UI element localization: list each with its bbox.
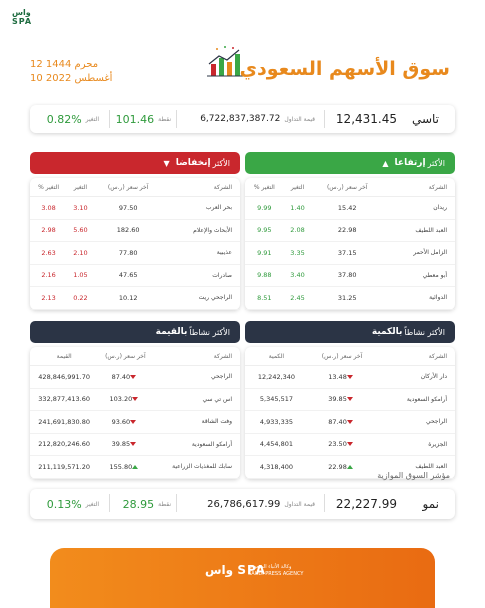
most-active-value-panel: الأكثر نشاطاً بالقيمة الشركة آخر سعر (ر.س… [30,321,240,479]
col-change: التغير [67,178,94,197]
col-quantity: الكمية [245,347,308,366]
tasi-change: 0.82% التغير [46,112,99,126]
tasi-value: 12,431.45 [335,112,397,126]
nomu-turnover: 26,786,617.99 قيمة التداول [207,498,315,510]
tasi-turnover-label: قيمة التداول [284,115,315,123]
hijri-date: 12 محرم 1444 [30,59,99,70]
down-triangle-icon [346,442,353,447]
nomu-index-card: نمو 22,227.99 26,786,617.99 قيمة التداول… [30,489,455,519]
tasi-points-label: نقطة [158,115,171,123]
most-active-quantity-panel: الأكثر نشاطاً بالكمية الشركة آخر سعر (ر.س… [245,321,455,479]
table-row: الدوائية 31.25 2.45 8.51 [245,286,455,310]
table-row: الأبحاث والإعلام 182.60 5.60 2.98 [30,219,240,242]
most-active-quantity-header: الأكثر نشاطاً بالكمية [245,321,455,343]
agency-name-english: SAUDI PRESS AGENCY [248,571,304,577]
down-triangle-icon [346,397,353,402]
table-row: ريدان 15.42 1.40 9.99 [245,196,455,220]
col-price: آخر سعر (ر.س) [98,347,153,366]
most-active-quantity-table: الشركة آخر سعر (ر.س) الكمية دار الأركان 1… [245,347,455,479]
table-row: سابك للمغذيات الزراعية 155.80 211,119,571.… [30,455,240,479]
tasi-change-label: التغير [85,115,99,123]
gregorian-date: 10 أغسطس 2022 [30,73,113,84]
logo-arabic: واس [12,8,31,17]
footer-banner: واس SPA وكالة الأنباء السعودية SAUDI PRE… [50,548,435,608]
table-row: أبو معطي 37.80 3.40 9.88 [245,264,455,287]
top-losers-panel: الأكثر إنخفاضا ▼ الشركة آخر سعر (ر.س) الت… [30,152,240,310]
table-row: أرامكو السعودية 39.85 5,345,517 [245,388,455,411]
col-pct: التغير % [30,178,68,197]
table-row: العبد اللطيف 22.98 2.08 9.95 [245,219,455,242]
table-row: وفت الشاقة 93.60 241,691,830.80 [30,410,240,434]
up-triangle-icon [346,464,353,469]
down-triangle-icon [346,374,353,379]
col-pct: التغير % [245,178,284,197]
tasi-index-card: تاسي 12,431.45 6,722,837,387.72 قيمة الت… [30,105,455,133]
nomu-name: نمو [422,497,439,511]
footer-agency-text: وكالة الأنباء السعودية SAUDI PRESS AGENC… [248,564,303,578]
table-row: العبد اللطيف 22.98 4,318,400 [245,455,455,479]
up-triangle-icon [132,464,139,469]
down-triangle-icon [132,397,139,402]
down-triangle-icon [346,419,353,424]
down-triangle-icon [130,419,137,424]
agency-name-arabic: وكالة الأنباء السعودية [248,564,292,570]
top-gainers-table: الشركة آخر سعر (ر.س) التغير التغير % ريد… [245,178,455,310]
table-row: الزامل الأحمر 37.15 3.35 9.91 [245,241,455,265]
col-price: آخر سعر (ر.س) [93,178,163,197]
most-active-value-table: الشركة آخر سعر (ر.س) القيمة الراجحي 87.40… [30,347,240,479]
top-losers-header: الأكثر إنخفاضا ▼ [30,152,240,174]
nomu-value: 22,227.99 [335,497,397,511]
table-row: عذيبية 77.80 2.10 2.63 [30,241,240,265]
top-losers-table: الشركة آخر سعر (ر.س) التغير التغير % بحر… [30,178,240,310]
up-arrow-icon: ▲ [382,158,389,168]
down-triangle-icon [130,442,137,447]
tasi-turnover: 6,722,837,387.72 قيمة التداول [200,114,315,124]
footer-spa-logo: واس SPA [205,563,266,577]
col-company: الشركة [376,347,455,366]
page-title: سوق الأسهم السعودي [239,58,450,80]
tasi-points: 101.46 نقطة [115,112,171,126]
col-value: القيمة [30,347,99,366]
table-row: الراجحي 87.40 428,846,991.70 [30,365,240,389]
col-company: الشركة [162,178,240,197]
parallel-market-label: مؤشر السوق الموازية [377,471,450,480]
table-row: بحر العرب 97.50 3.10 3.08 [30,196,240,220]
most-active-value-header: الأكثر نشاطاً بالقيمة [30,321,240,343]
top-gainers-header: الأكثر إرتفاعا ▲ [245,152,455,174]
table-row: الراجحي 87.40 4,933,335 [245,410,455,434]
date-block: 12 محرم 1444 10 أغسطس 2022 [30,58,112,86]
table-row: دار الأركان 13.48 12,242,340 [245,365,455,389]
nomu-points-label: نقطة [158,500,171,508]
table-row: اس تي سي 103.20 332,877,413.60 [30,388,240,411]
nomu-turnover-label: قيمة التداول [284,500,315,508]
spa-logo: واس SPA [12,8,38,26]
bar-chart-icon [205,44,245,80]
tasi-name: تاسي [411,112,439,126]
col-change: التغير [283,178,312,197]
logo-latin: SPA [12,17,33,26]
col-price: آخر سعر (ر.س) [307,347,377,366]
top-gainers-panel: الأكثر إرتفاعا ▲ الشركة آخر سعر (ر.س) الت… [245,152,455,310]
table-row: الراجحي ريت 10.12 0.22 2.13 [30,286,240,310]
down-arrow-icon: ▼ [163,158,170,168]
nomu-points: 28.95 نقطة [122,497,171,511]
table-row: صادرات 47.65 1.05 2.16 [30,264,240,287]
nomu-change-label: التغير [85,500,99,508]
down-triangle-icon [130,374,137,379]
col-price: آخر سعر (ر.س) [311,178,384,197]
nomu-change: 0.13% التغير [46,497,99,511]
col-company: الشركة [152,347,240,366]
table-row: الجزيرة 23.50 4,454,801 [245,433,455,456]
col-company: الشركة [383,178,455,197]
table-row: أرامكو السعودية 39.85 212,820,246.60 [30,433,240,456]
